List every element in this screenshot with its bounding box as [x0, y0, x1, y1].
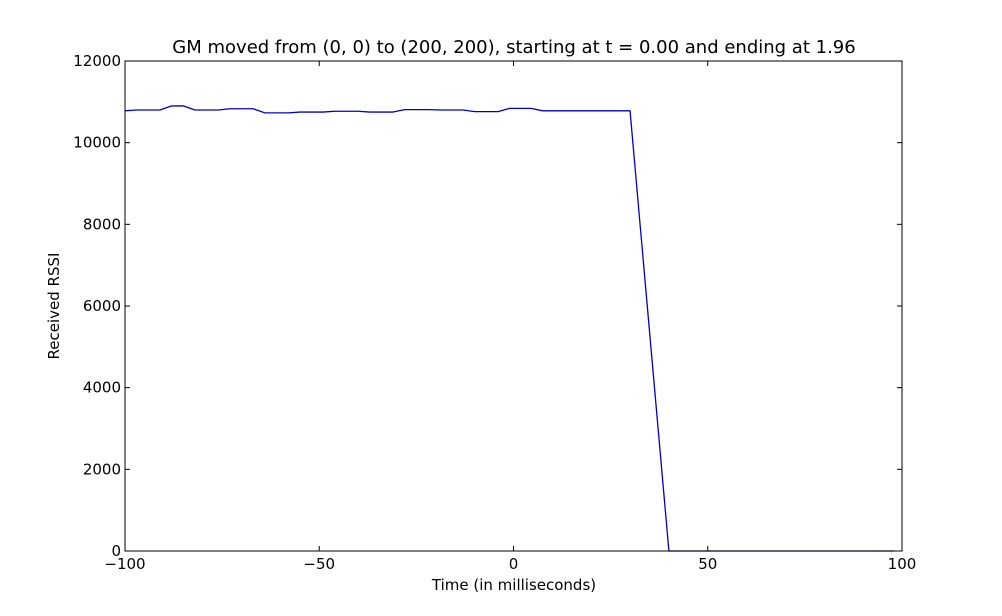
- y-tick-label: 10000: [73, 134, 121, 152]
- x-tick-label: −50: [303, 555, 335, 573]
- y-tick-label: 12000: [73, 52, 121, 70]
- x-tick-label: −100: [104, 555, 145, 573]
- y-tick-label: 2000: [83, 460, 121, 478]
- plot-area: −100 −50 0 50 100 0 2000 4000 6000 8000 10000 12000: [73, 52, 916, 573]
- y-tick-label: 8000: [83, 215, 121, 233]
- y-axis-label: Received RSSI: [45, 253, 63, 360]
- series-line-0: [124, 105, 895, 552]
- y-tick-label: 4000: [83, 379, 121, 397]
- chart-title: GM moved from (0, 0) to (200, 200), star…: [172, 37, 855, 58]
- y-tick-label: 6000: [83, 297, 121, 315]
- y-tick-label: 0: [111, 542, 121, 560]
- x-tick-label: 0: [509, 555, 519, 573]
- x-axis-label: Time (in milliseconds): [431, 576, 596, 594]
- x-tick-label: 100: [888, 555, 917, 573]
- plot-frame: [124, 60, 903, 552]
- x-tick-label: 50: [698, 555, 717, 573]
